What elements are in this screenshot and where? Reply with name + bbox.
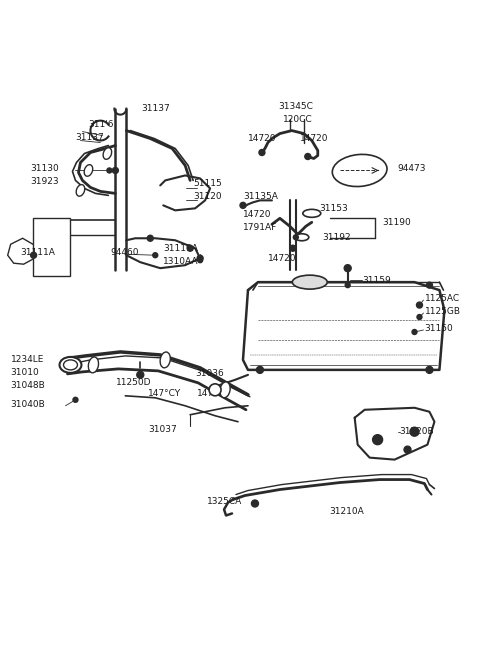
Circle shape — [412, 330, 417, 334]
Ellipse shape — [63, 360, 77, 370]
Text: 31923: 31923 — [31, 177, 59, 186]
Text: 14720: 14720 — [300, 134, 328, 143]
Ellipse shape — [292, 275, 327, 289]
Circle shape — [252, 500, 258, 507]
Text: 11250D: 11250D — [116, 378, 152, 388]
Ellipse shape — [84, 165, 93, 176]
Text: 1125GB: 1125GB — [424, 307, 460, 315]
Circle shape — [410, 427, 419, 436]
Circle shape — [305, 154, 311, 160]
Text: 1310AA: 1310AA — [163, 257, 199, 265]
Ellipse shape — [303, 210, 321, 217]
Ellipse shape — [76, 185, 85, 196]
Circle shape — [404, 446, 411, 453]
Text: 311'6: 311'6 — [88, 120, 114, 129]
Ellipse shape — [295, 234, 309, 240]
Circle shape — [290, 245, 296, 251]
Circle shape — [426, 282, 432, 288]
Text: 31135A: 31135A — [243, 192, 278, 201]
Text: 1471CY: 1471CY — [197, 390, 231, 398]
Ellipse shape — [88, 357, 98, 373]
Circle shape — [137, 371, 144, 378]
Circle shape — [197, 255, 203, 261]
Text: 14720: 14720 — [243, 210, 272, 219]
Ellipse shape — [209, 384, 221, 396]
Text: 31159: 31159 — [363, 276, 391, 284]
Text: 14720: 14720 — [248, 134, 276, 143]
Circle shape — [372, 435, 383, 445]
Circle shape — [344, 265, 351, 271]
Text: 120CC: 120CC — [283, 115, 312, 124]
Circle shape — [240, 202, 246, 208]
Ellipse shape — [160, 352, 170, 368]
Text: 31345C: 31345C — [278, 102, 313, 111]
Circle shape — [107, 168, 112, 173]
Text: 31150: 31150 — [424, 323, 453, 332]
Text: 31119A: 31119A — [163, 244, 198, 253]
Text: 31037: 31037 — [148, 425, 177, 434]
Text: 31190: 31190 — [383, 218, 411, 227]
Circle shape — [417, 302, 422, 308]
Text: 1125AC: 1125AC — [424, 294, 459, 303]
Text: 1234LE: 1234LE — [11, 355, 44, 365]
Text: 31153: 31153 — [320, 204, 348, 213]
Text: 94460: 94460 — [110, 248, 139, 257]
Circle shape — [417, 315, 422, 319]
Text: 31036: 31036 — [195, 369, 224, 378]
Circle shape — [198, 258, 203, 263]
FancyBboxPatch shape — [33, 218, 71, 276]
Circle shape — [112, 168, 119, 173]
Circle shape — [31, 252, 36, 258]
Text: 147°CY: 147°CY — [148, 390, 181, 398]
Circle shape — [259, 150, 265, 156]
Circle shape — [293, 235, 299, 240]
Text: 31120: 31120 — [193, 192, 222, 201]
Text: 51115: 51115 — [193, 179, 222, 188]
Circle shape — [147, 235, 153, 241]
Ellipse shape — [220, 382, 230, 397]
Circle shape — [345, 283, 350, 288]
Ellipse shape — [60, 357, 82, 373]
Text: 31130: 31130 — [31, 164, 60, 173]
Text: 14720: 14720 — [268, 254, 297, 263]
Text: 31040B: 31040B — [11, 400, 46, 409]
Circle shape — [426, 367, 433, 373]
Text: 31210A: 31210A — [330, 507, 364, 516]
Circle shape — [153, 253, 158, 258]
Text: 31048B: 31048B — [11, 381, 46, 390]
Text: 31010: 31010 — [11, 369, 39, 377]
Ellipse shape — [332, 154, 387, 187]
Text: 94473: 94473 — [397, 164, 426, 173]
Polygon shape — [8, 238, 35, 264]
Circle shape — [256, 367, 264, 373]
Text: 1325CA: 1325CA — [207, 497, 242, 506]
Circle shape — [73, 397, 78, 402]
Text: 31111A: 31111A — [21, 248, 56, 257]
Text: 1791AF: 1791AF — [243, 223, 277, 232]
Text: 31137: 31137 — [141, 104, 169, 113]
Text: 31192: 31192 — [323, 233, 351, 242]
Circle shape — [187, 245, 193, 251]
Text: 31220B: 31220B — [399, 427, 434, 436]
Ellipse shape — [103, 148, 112, 159]
Text: 31137: 31137 — [75, 133, 104, 142]
